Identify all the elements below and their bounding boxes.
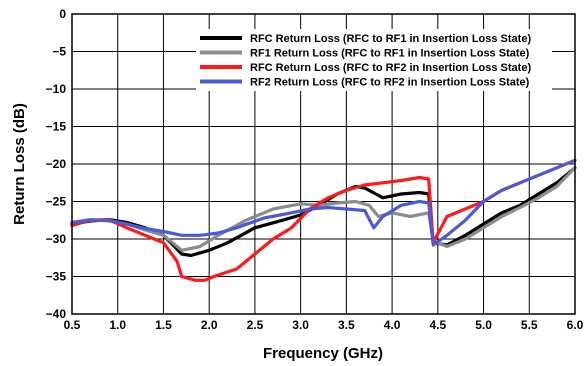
x-axis-title: Frequency (GHz)	[263, 345, 383, 362]
y-tick-label: −10	[46, 82, 67, 96]
x-tick-label: 3.0	[292, 318, 309, 332]
legend: RFC Return Loss (RFC to RF1 in Insertion…	[196, 29, 552, 91]
y-tick-labels: 0 −5 −10 −15 −20 −25 −30 −35 −40	[46, 7, 67, 321]
y-tick-label: −5	[52, 45, 66, 59]
series-lines	[70, 158, 577, 282]
y-tick-label: 0	[59, 7, 66, 21]
x-tick-label: 4.5	[429, 318, 446, 332]
x-tick-label: 3.5	[338, 318, 355, 332]
y-tick-label: −25	[46, 195, 67, 209]
x-tick-labels: 0.5 1.0 1.5 2.0 2.5 3.0 3.5 4.0 4.5 5.0 5.5 6.0	[64, 318, 584, 332]
y-tick-label: −30	[46, 232, 67, 246]
x-tick-label: 2.5	[247, 318, 264, 332]
series-line-4	[70, 158, 577, 247]
legend-label-3: RFC Return Loss (RFC to RF2 in Insertion…	[250, 62, 531, 74]
x-tick-label: 2.0	[201, 318, 218, 332]
x-tick-label: 6.0	[567, 318, 584, 332]
y-tick-label: −15	[46, 120, 67, 134]
y-tick-label: −40	[46, 307, 67, 321]
legend-label-1: RFC Return Loss (RFC to RF1 in Insertion…	[250, 33, 531, 45]
legend-background	[196, 29, 552, 91]
x-tick-label: 1.0	[109, 318, 126, 332]
y-axis-title: Return Loss (dB)	[11, 103, 28, 225]
x-tick-label: 5.5	[521, 318, 538, 332]
x-tick-label: 0.5	[64, 318, 81, 332]
y-tick-label: −20	[46, 157, 67, 171]
plot-frame	[71, 13, 576, 315]
series-line-2	[70, 166, 577, 252]
x-tick-label: 1.5	[155, 318, 172, 332]
x-tick-label: 5.0	[475, 318, 492, 332]
x-tick-label: 4.0	[384, 318, 401, 332]
legend-label-2: RF1 Return Loss (RFC to RF1 in Insertion…	[250, 48, 530, 60]
plot-border	[71, 13, 576, 315]
legend-label-4: RF2 Return Loss (RFC to RF2 in Insertion…	[250, 77, 530, 89]
series-line-1	[70, 166, 577, 258]
y-tick-label: −35	[46, 270, 67, 284]
series-line-3	[70, 158, 577, 282]
